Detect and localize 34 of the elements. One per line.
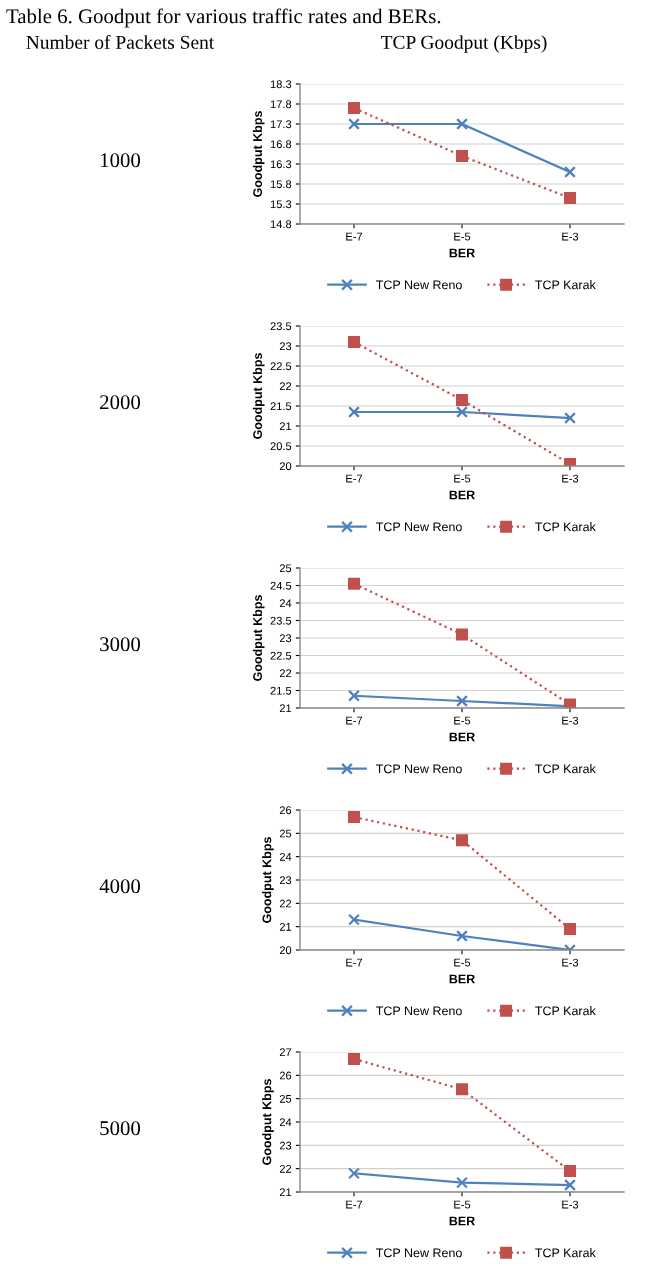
point (564, 412, 576, 424)
point (348, 118, 360, 130)
point (348, 102, 360, 114)
text: 5000 (100, 1121, 141, 1136)
point (348, 689, 360, 702)
text: 4000 (99, 879, 141, 894)
text: 2000 (100, 395, 141, 410)
point (456, 150, 468, 162)
point (348, 1053, 360, 1065)
point (348, 1167, 360, 1180)
chart-title: Table 6. Goodput for various traffic rates and BERs. (6, 8, 441, 28)
point (348, 406, 360, 418)
point (564, 166, 576, 178)
point (456, 406, 468, 418)
point (456, 118, 468, 130)
text: TCP Goodput (Kbps) (381, 35, 547, 53)
point (456, 1083, 468, 1096)
point (564, 1179, 576, 1191)
text: 1000 (101, 153, 141, 168)
point (564, 1165, 576, 1177)
point (564, 923, 576, 935)
point (456, 628, 468, 641)
point (456, 1176, 468, 1189)
point (456, 930, 468, 942)
point (348, 913, 360, 926)
text: 3000 (100, 637, 141, 652)
point (348, 336, 360, 348)
point (564, 192, 576, 204)
point (456, 394, 468, 406)
text: Number of Packets Sent (26, 34, 215, 49)
point (456, 834, 468, 847)
point (348, 811, 360, 823)
point (456, 695, 468, 707)
point (348, 577, 360, 590)
